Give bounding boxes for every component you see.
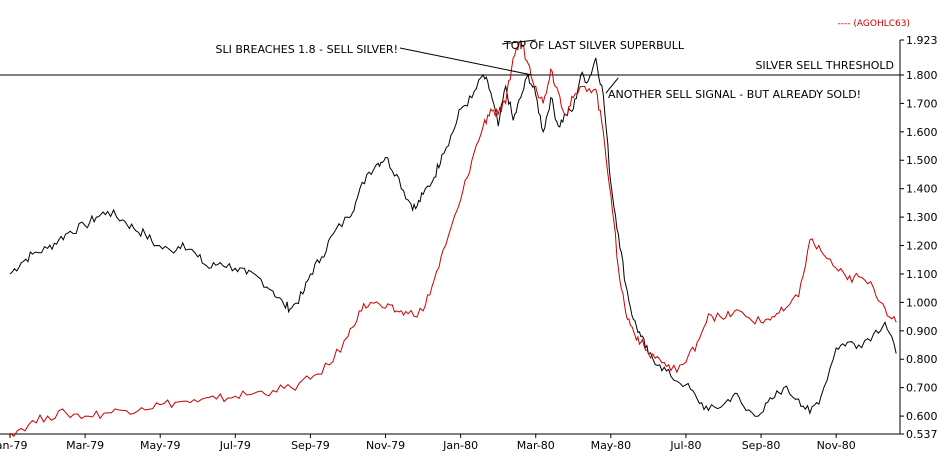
- x-tick-label: Jul-79: [219, 439, 251, 452]
- y-tick-label: 1.300: [906, 211, 938, 224]
- x-tick-label: Mar-80: [517, 439, 555, 452]
- y-tick-label: 1.200: [906, 240, 938, 253]
- annotation-leader: [605, 77, 619, 94]
- y-tick-label: 0.537: [906, 428, 938, 441]
- series-group: [9, 39, 897, 438]
- series-line-0: [9, 57, 897, 417]
- x-tick-label: Jan-79: [0, 439, 27, 452]
- x-tick-label: Nov-79: [366, 439, 405, 452]
- annotation-group: SLI BREACHES 1.8 - SELL SILVER! TOP OF LA…: [215, 39, 861, 101]
- series-line-1: [9, 39, 897, 438]
- annotation-leader: [501, 39, 536, 45]
- annotation-text: TOP OF LAST SILVER SUPERBULL: [503, 39, 685, 52]
- threshold-label: SILVER SELL THRESHOLD: [755, 59, 894, 72]
- x-tick-label: Jul-80: [669, 439, 701, 452]
- legend-label: ---- (AGOHLC63): [838, 19, 910, 29]
- y-tick-label: 1.600: [906, 126, 938, 139]
- x-tick-label: May-79: [140, 439, 181, 452]
- x-axis-ticks: Jan-79 Mar-79 May-79 Jul-79 Sep-79 Nov-79 Jan-…: [0, 434, 856, 452]
- y-tick-label: 1.500: [906, 154, 938, 167]
- annotation-text: ANOTHER SELL SIGNAL - BUT ALREADY SOLD!: [608, 88, 861, 101]
- threshold-group: SILVER SELL THRESHOLD: [0, 59, 900, 76]
- x-tick-label: Sep-80: [742, 439, 781, 452]
- x-tick-label: May-80: [591, 439, 632, 452]
- x-tick-label: Nov-80: [817, 439, 856, 452]
- y-tick-label: 1.800: [906, 69, 938, 82]
- y-tick-label: 1.400: [906, 183, 938, 196]
- x-tick-label: Sep-79: [291, 439, 330, 452]
- y-tick-label: 0.600: [906, 410, 938, 423]
- annotation-text: SLI BREACHES 1.8 - SELL SILVER!: [215, 43, 398, 56]
- annotation-leader: [399, 47, 533, 76]
- y-axis-ticks: 1.923 1.800 1.700 1.600 1.500 1.400 1.300 1.200…: [900, 34, 938, 441]
- y-tick-label: 1.700: [906, 97, 938, 110]
- y-tick-label: 1.923: [906, 34, 938, 47]
- x-tick-label: Mar-79: [66, 439, 104, 452]
- x-tick-label: Jan-80: [442, 439, 478, 452]
- y-tick-label: 1.000: [906, 296, 938, 309]
- y-tick-label: 0.700: [906, 382, 938, 395]
- y-tick-label: 0.900: [906, 325, 938, 338]
- y-tick-label: 1.100: [906, 268, 938, 281]
- y-tick-label: 0.800: [906, 353, 938, 366]
